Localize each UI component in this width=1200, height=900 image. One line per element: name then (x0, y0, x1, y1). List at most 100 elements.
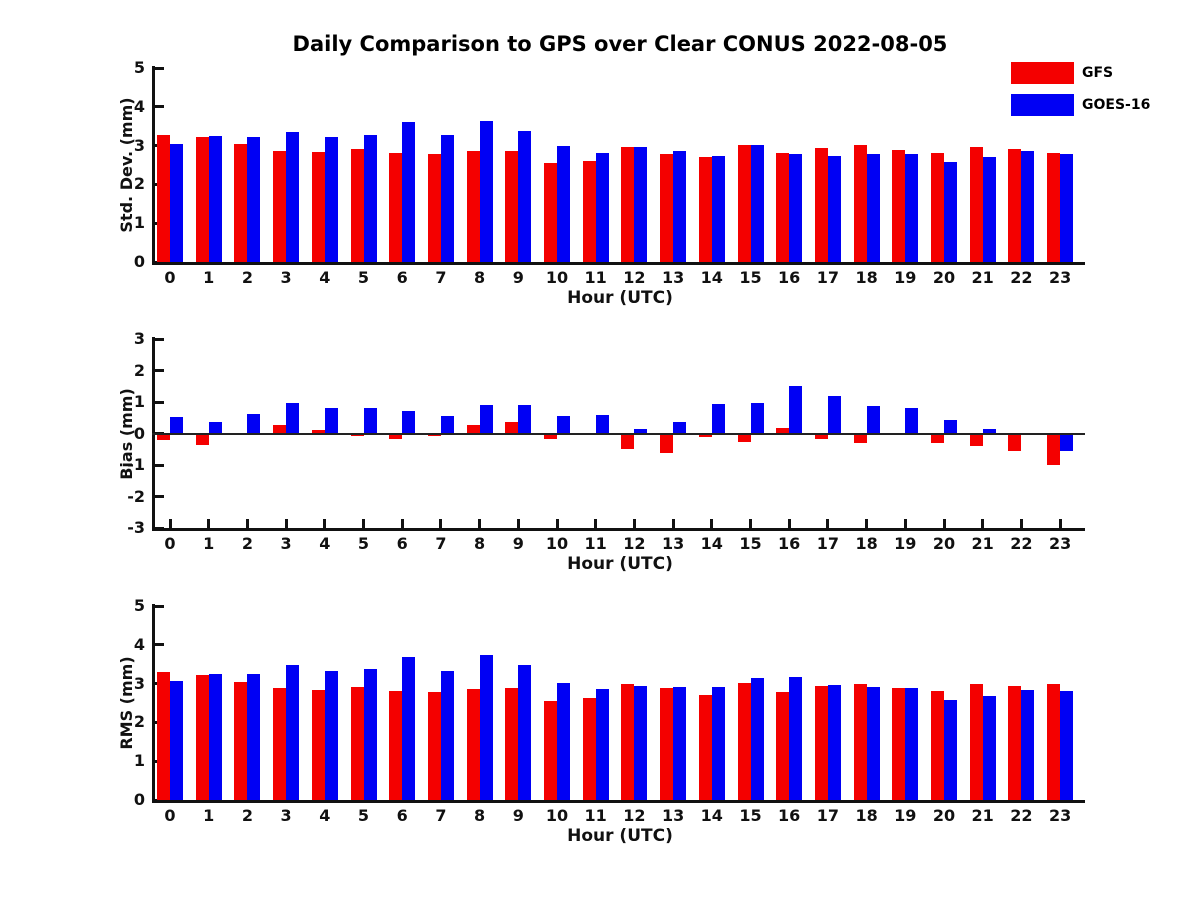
x-tick (400, 519, 404, 531)
bar-gfs-h19 (892, 149, 906, 262)
x-tick-label: 8 (474, 268, 486, 287)
x-tick (787, 519, 791, 531)
y-tick-label: 3 (133, 329, 145, 348)
x-tick-label: 10 (545, 268, 569, 287)
bar-goes16-h1 (208, 422, 222, 434)
y-tick (152, 66, 164, 70)
bar-gfs-h10 (544, 701, 557, 800)
y-tick-label: 0 (133, 252, 145, 271)
x-tick-label: 20 (932, 806, 956, 825)
bar-gfs-h0 (157, 672, 170, 800)
bar-gfs-h11 (582, 698, 596, 800)
bar-goes16-h9 (518, 130, 532, 262)
bar-gfs-h16 (776, 152, 790, 262)
bar-gfs-h9 (505, 150, 519, 262)
bar-gfs-h15 (737, 145, 751, 262)
x-tick-label: 11 (584, 806, 607, 825)
y-tick-label: 1 (133, 392, 145, 411)
y-tick (152, 105, 164, 109)
x-tick-label: 9 (512, 534, 524, 553)
bar-goes16-h15 (750, 678, 764, 800)
x-tick-label: 6 (396, 268, 408, 287)
x-tick-label: 11 (584, 534, 607, 553)
bar-goes16-h11 (595, 414, 609, 434)
bar-gfs-h0 (157, 135, 170, 262)
bar-goes16-h3 (286, 664, 300, 800)
bar-goes16-h14 (711, 687, 725, 800)
y-tick (152, 463, 164, 467)
x-tick-label: 13 (661, 806, 685, 825)
bar-gfs-h18 (853, 433, 867, 443)
bar-goes16-h8 (479, 654, 493, 800)
legend-swatch-goes16 (1011, 94, 1074, 116)
y-tick (152, 400, 164, 404)
bar-goes16-h22 (1021, 690, 1035, 800)
bar-goes16-h6 (402, 657, 416, 800)
x-tick-label: 14 (700, 806, 723, 825)
y-tick-label: -2 (127, 486, 145, 506)
bar-gfs-h2 (234, 682, 248, 800)
x-tick (594, 519, 598, 531)
x-tick-label: 12 (623, 534, 646, 553)
bar-gfs-h14 (698, 694, 712, 800)
x-axis-title: Hour (UTC) (567, 554, 673, 574)
bar-gfs-h21 (969, 146, 983, 262)
bar-goes16-h12 (634, 428, 648, 434)
bar-goes16-h5 (363, 669, 377, 800)
x-tick-label: 13 (661, 268, 685, 287)
bar-goes16-h21 (982, 428, 996, 434)
x-tick (1058, 519, 1062, 531)
y-tick (152, 260, 164, 264)
x-tick (284, 519, 288, 531)
x-tick-label: 20 (932, 534, 956, 553)
bar-goes16-h23 (1060, 433, 1074, 452)
bar-gfs-h12 (621, 147, 635, 262)
bar-gfs-h14 (698, 433, 712, 438)
bar-gfs-h19 (892, 687, 906, 800)
y-tick-label: 4 (133, 96, 145, 116)
bar-goes16-h1 (208, 673, 222, 800)
bar-gfs-h8 (466, 689, 480, 800)
x-tick (245, 519, 249, 531)
x-tick-label: 21 (971, 806, 994, 825)
bar-gfs-h6 (389, 691, 403, 800)
x-tick (362, 519, 365, 531)
x-tick-label: 4 (319, 268, 331, 287)
y-tick (152, 643, 164, 647)
x-tick-label: 2 (241, 534, 253, 553)
x-tick-label: 9 (512, 806, 524, 825)
x-tick-label: 3 (280, 806, 292, 825)
bar-goes16-h7 (440, 671, 454, 800)
bar-goes16-h17 (827, 156, 841, 262)
bar-goes16-h14 (711, 156, 725, 262)
y-tick (152, 337, 164, 341)
bar-goes16-h1 (208, 135, 222, 262)
x-tick-label: 22 (1010, 268, 1033, 287)
x-tick-label: 8 (474, 806, 486, 825)
x-tick-label: 0 (164, 268, 176, 287)
x-tick-label: 5 (357, 534, 370, 553)
bar-goes16-h9 (518, 405, 532, 434)
bar-gfs-h3 (273, 688, 287, 800)
bar-goes16-h10 (557, 145, 570, 262)
x-tick-label: 15 (739, 806, 762, 825)
bar-goes16-h2 (247, 137, 261, 262)
x-tick (439, 519, 443, 531)
bar-gfs-h13 (660, 154, 674, 262)
x-tick (207, 519, 211, 531)
bar-goes16-h20 (944, 699, 957, 800)
bar-goes16-h8 (479, 404, 493, 434)
x-tick-label: 10 (545, 806, 569, 825)
bar-goes16-h13 (673, 687, 687, 800)
x-tick-label: 23 (1048, 268, 1072, 287)
x-tick (1019, 519, 1023, 531)
bar-gfs-h1 (195, 675, 209, 800)
bar-goes16-h17 (827, 684, 841, 800)
x-axis (152, 528, 1085, 531)
bar-gfs-h1 (195, 433, 209, 445)
y-axis-title: Std. Dev. (mm) (117, 97, 136, 233)
y-tick-label: -3 (127, 518, 145, 537)
bar-goes16-h18 (866, 154, 880, 262)
bar-gfs-h14 (698, 157, 712, 262)
bar-goes16-h9 (518, 664, 532, 800)
